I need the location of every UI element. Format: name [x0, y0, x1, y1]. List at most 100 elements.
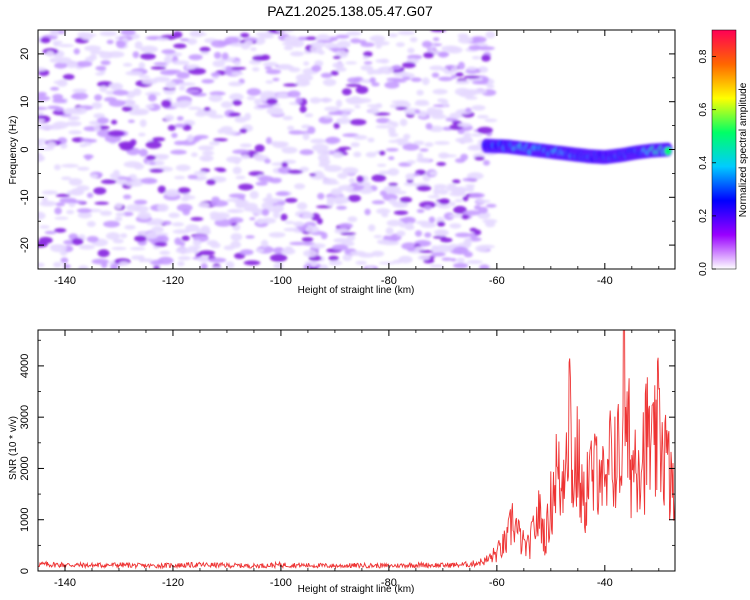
- heatmap-cell: [220, 101, 233, 109]
- x-tick-label: -80: [381, 275, 397, 287]
- heatmap-cell: [54, 207, 62, 215]
- heatmap-cell: [208, 257, 227, 263]
- heatmap-cell: [418, 110, 428, 118]
- heatmap-cell: [319, 264, 329, 269]
- heatmap-cell: [52, 40, 63, 45]
- heatmap-cell: [399, 217, 413, 222]
- heatmap-cell: [209, 211, 220, 218]
- heatmap-cell: [440, 237, 453, 243]
- heatmap-cell: [210, 200, 229, 207]
- heatmap-cell: [335, 34, 350, 39]
- colorbar-ticks: 0.0 0.2 0.4 0.6 0.8: [698, 49, 716, 276]
- heatmap-cell: [120, 30, 136, 36]
- heatmap-cell: [141, 78, 158, 85]
- heatmap-cell: [157, 256, 174, 265]
- heatmap-cell: [190, 217, 204, 221]
- heatmap-cell: [375, 43, 382, 49]
- heatmap-cell: [405, 173, 416, 181]
- heatmap-cell: [296, 202, 308, 210]
- heatmap-cell: [260, 239, 269, 248]
- heatmap-cell: [463, 75, 481, 79]
- heatmap-cell: [416, 89, 424, 96]
- heatmap-cell: [56, 79, 68, 87]
- heatmap-cell: [414, 230, 423, 237]
- heatmap-cell: [265, 80, 274, 84]
- heatmap-cell: [458, 36, 473, 44]
- heatmap-cell: [369, 35, 385, 43]
- heatmap-cell: [104, 134, 122, 143]
- heatmap-cell: [475, 245, 489, 252]
- heatmap-cell: [121, 106, 133, 112]
- heatmap-cell: [322, 78, 337, 87]
- heatmap-cell: [174, 175, 186, 180]
- heatmap-cell: [664, 147, 672, 156]
- heatmap-cell: [453, 205, 467, 214]
- heatmap-cell: [303, 61, 310, 66]
- heatmap-cell: [301, 81, 311, 86]
- heatmap-cell: [302, 132, 310, 141]
- heatmap-cell: [254, 98, 262, 106]
- heatmap-cell: [376, 208, 391, 215]
- heatmap-cell: [94, 94, 103, 101]
- heatmap-cell: [476, 115, 489, 119]
- heatmap-cell: [86, 236, 99, 243]
- heatmap-cell: [431, 245, 439, 253]
- heatmap-cell: [229, 43, 245, 47]
- heatmap-cell: [457, 122, 472, 127]
- heatmap-cell: [213, 51, 222, 59]
- heatmap-cell: [275, 30, 294, 33]
- x-tick-label: -140: [54, 275, 76, 287]
- heatmap-cell: [212, 60, 226, 68]
- heatmap-cell: [112, 238, 124, 244]
- heatmap-cell: [255, 32, 273, 37]
- colorbar: 0.0 0.2 0.4 0.6 0.8 Normalized spectral ampl…: [698, 29, 749, 276]
- heatmap-cell: [399, 118, 408, 127]
- y-tick-label: -10: [19, 189, 31, 205]
- heatmap-cell: [465, 107, 472, 113]
- heatmap-cell: [477, 66, 489, 73]
- heatmap-cell: [322, 181, 340, 185]
- heatmap-cell: [38, 91, 47, 97]
- heatmap-cell: [229, 93, 244, 101]
- heatmap-cell: [93, 187, 107, 195]
- heatmap-cell: [345, 61, 358, 65]
- heatmap-cell: [476, 199, 491, 204]
- heatmap-cell: [284, 220, 295, 225]
- heatmap-cell: [432, 88, 448, 95]
- figure-title: PAZ1.2025.138.05.47.G07: [267, 3, 433, 19]
- heatmap-cell: [111, 246, 127, 251]
- heatmap-cell: [157, 203, 169, 212]
- colorbar-tick-label: 0.8: [698, 49, 709, 63]
- heatmap-cell: [368, 224, 376, 232]
- heatmap-cell: [73, 48, 81, 55]
- heatmap-cell: [153, 265, 161, 269]
- heatmap-cell: [276, 141, 289, 147]
- heatmap-cell: [433, 235, 447, 239]
- heatmap-cell: [171, 102, 183, 108]
- heatmap-cell: [186, 38, 198, 45]
- heatmap-cell: [303, 249, 318, 258]
- heatmap-cell: [283, 45, 294, 51]
- heatmap-cell: [223, 130, 238, 135]
- heatmap-cell: [175, 164, 191, 172]
- heatmap-cell: [476, 46, 495, 51]
- heatmap-cell: [450, 258, 457, 262]
- heatmap-cell: [195, 175, 208, 181]
- snr-y-label: SNR (10 * v/v): [8, 416, 19, 480]
- heatmap-cell: [154, 241, 168, 247]
- heatmap-cell: [54, 228, 67, 233]
- heatmap-cell: [214, 219, 233, 227]
- heatmap-cell: [241, 154, 250, 159]
- heatmap-cell: [122, 211, 134, 217]
- heatmap-cell: [461, 213, 470, 220]
- heatmap-cell: [342, 254, 352, 262]
- heatmap-cell: [127, 119, 135, 124]
- y-tick-label: 2000: [19, 456, 31, 480]
- spectrogram-y-ticks: -20 -10 0 10 20: [19, 29, 675, 270]
- heatmap-cell: [421, 40, 433, 48]
- heatmap-cell: [79, 143, 88, 148]
- heatmap-cell: [424, 232, 432, 238]
- heatmap-cell: [436, 230, 447, 237]
- heatmap-cell: [97, 117, 109, 124]
- heatmap-cell: [97, 249, 110, 258]
